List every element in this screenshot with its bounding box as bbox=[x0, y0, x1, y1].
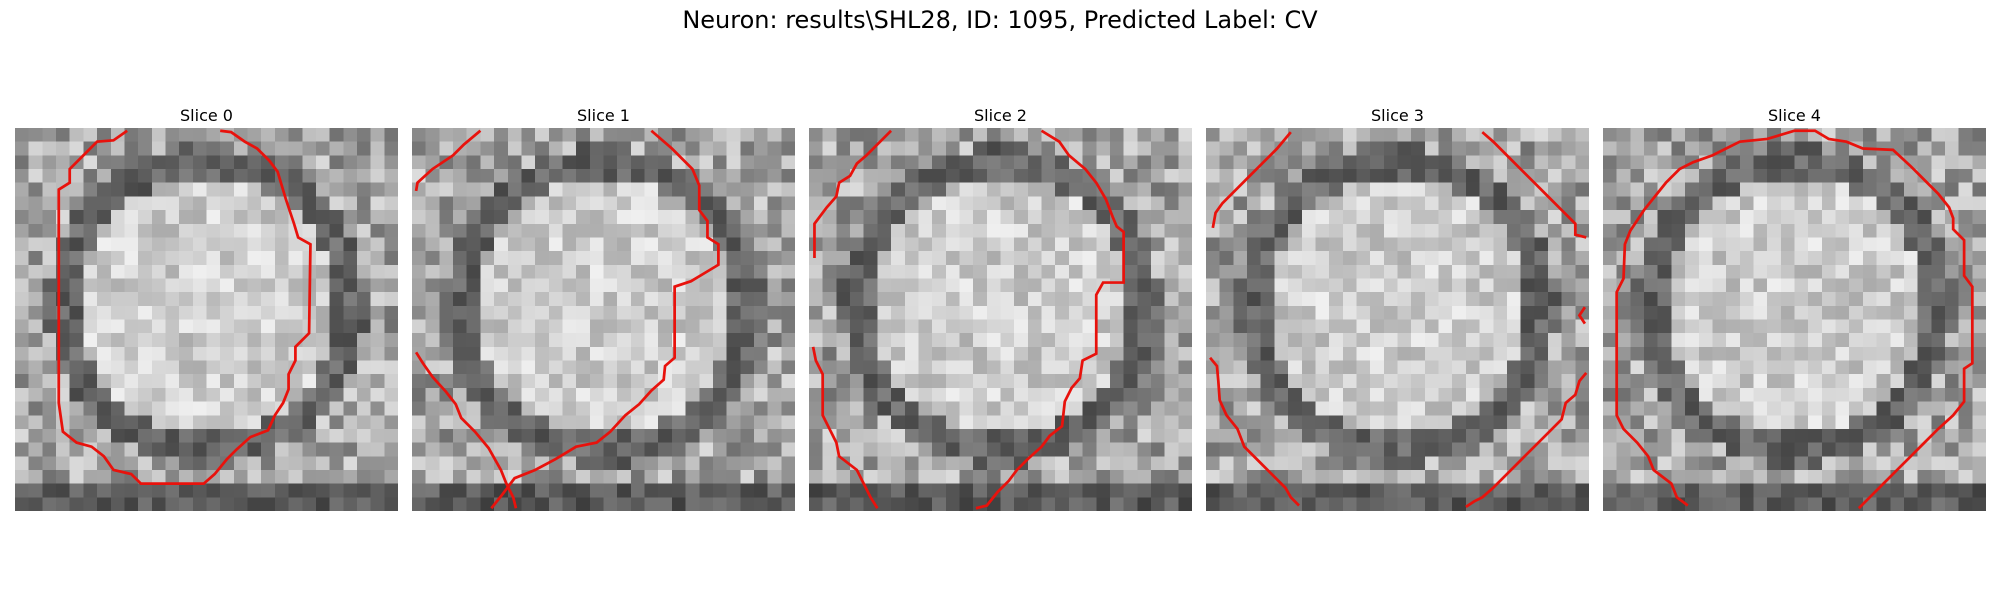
slice-panel-2: Slice 2 bbox=[809, 104, 1192, 511]
slice-title-0: Slice 0 bbox=[180, 106, 233, 125]
segmentation-contour bbox=[1615, 129, 1974, 510]
slice-image-4 bbox=[1603, 128, 1986, 511]
slice-title-2: Slice 2 bbox=[974, 106, 1027, 125]
segmentation-contour bbox=[1465, 371, 1588, 509]
slice-title-4: Slice 4 bbox=[1768, 106, 1821, 125]
slice-image-1 bbox=[412, 128, 795, 511]
segmentation-contour bbox=[1211, 131, 1292, 229]
slice-image-2 bbox=[809, 128, 1192, 511]
slice-image-0 bbox=[15, 128, 398, 511]
segmentation-contour bbox=[414, 351, 518, 509]
segmentation-contour bbox=[811, 346, 879, 509]
segmentation-contour bbox=[490, 129, 720, 510]
segmentation-contour bbox=[1209, 356, 1300, 507]
segmentation-contour bbox=[57, 129, 312, 486]
slice-panel-4: Slice 4 bbox=[1603, 104, 1986, 511]
slice-title-1: Slice 1 bbox=[577, 106, 630, 125]
slice-panel-3: Slice 3 bbox=[1206, 104, 1589, 511]
segmentation-contour bbox=[414, 129, 482, 192]
figure-title: Neuron: results\SHL28, ID: 1095, Predict… bbox=[682, 6, 1318, 34]
slice-image-3 bbox=[1206, 128, 1589, 511]
segmentation-contour bbox=[813, 129, 893, 258]
segmentation-contour bbox=[1577, 306, 1587, 325]
slice-panel-1: Slice 1 bbox=[412, 104, 795, 511]
segmentation-contour bbox=[975, 129, 1125, 510]
slice-title-3: Slice 3 bbox=[1371, 106, 1424, 125]
segmentation-contour bbox=[1481, 131, 1587, 239]
slice-panel-0: Slice 0 bbox=[15, 104, 398, 511]
